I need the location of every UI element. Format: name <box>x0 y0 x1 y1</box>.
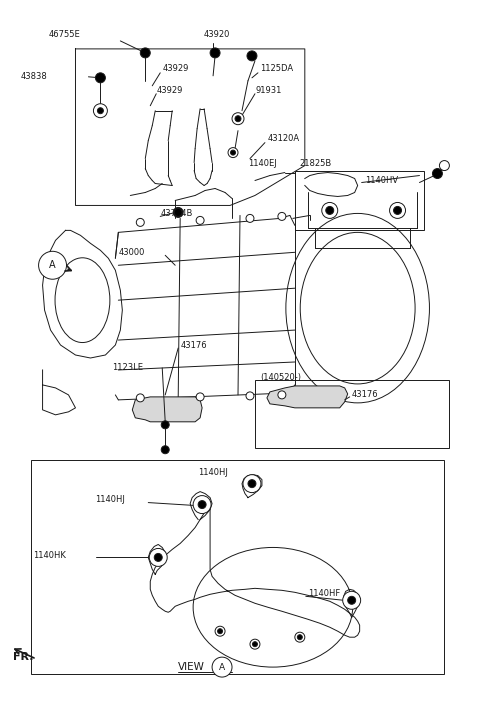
Text: VIEW: VIEW <box>178 662 205 672</box>
Text: (140520-): (140520-) <box>260 373 301 383</box>
Text: 1140EJ: 1140EJ <box>248 159 277 168</box>
Circle shape <box>439 161 449 171</box>
Bar <box>295 171 424 230</box>
Text: 1123LE: 1123LE <box>112 363 144 373</box>
Circle shape <box>322 202 338 218</box>
Circle shape <box>96 73 106 83</box>
Circle shape <box>136 394 144 402</box>
Circle shape <box>297 635 302 640</box>
Text: 46755E: 46755E <box>48 31 80 39</box>
Text: 1140HV: 1140HV <box>365 176 398 185</box>
Circle shape <box>161 421 169 429</box>
Text: 43000: 43000 <box>119 248 145 257</box>
Text: FR.: FR. <box>12 652 33 662</box>
Circle shape <box>198 500 206 508</box>
Circle shape <box>343 591 360 609</box>
Circle shape <box>230 150 236 155</box>
Circle shape <box>210 48 220 58</box>
Text: 43920: 43920 <box>204 31 230 39</box>
Text: 43838: 43838 <box>21 72 48 82</box>
Circle shape <box>136 218 144 227</box>
Circle shape <box>173 207 183 217</box>
Polygon shape <box>132 397 202 422</box>
Circle shape <box>149 548 167 566</box>
Circle shape <box>432 169 443 179</box>
Circle shape <box>243 475 261 493</box>
Circle shape <box>246 214 254 222</box>
Text: 43714B: 43714B <box>160 209 192 218</box>
Circle shape <box>348 596 356 604</box>
Circle shape <box>215 626 225 636</box>
Text: 91931: 91931 <box>256 87 282 95</box>
Circle shape <box>212 657 232 677</box>
Circle shape <box>193 495 211 513</box>
Text: 1140HJ: 1140HJ <box>96 495 125 504</box>
Circle shape <box>295 632 305 642</box>
Circle shape <box>94 104 108 118</box>
Text: 43176: 43176 <box>352 390 378 400</box>
Text: 43929: 43929 <box>162 64 189 74</box>
Circle shape <box>228 147 238 157</box>
Circle shape <box>278 391 286 399</box>
Bar <box>255 380 449 448</box>
Circle shape <box>217 628 223 633</box>
Circle shape <box>390 202 406 218</box>
Circle shape <box>247 51 257 61</box>
Circle shape <box>196 217 204 225</box>
Circle shape <box>154 553 162 561</box>
Text: 1140HK: 1140HK <box>33 551 65 560</box>
Circle shape <box>140 48 150 58</box>
Circle shape <box>394 207 402 214</box>
Circle shape <box>326 207 334 214</box>
Circle shape <box>246 392 254 400</box>
Circle shape <box>97 108 103 114</box>
Circle shape <box>235 116 241 122</box>
Circle shape <box>196 393 204 401</box>
Circle shape <box>232 113 244 124</box>
Text: 1140HJ: 1140HJ <box>198 468 228 477</box>
Circle shape <box>174 209 182 217</box>
Text: 43176: 43176 <box>180 340 207 350</box>
Circle shape <box>250 639 260 649</box>
Circle shape <box>278 212 286 220</box>
Text: A: A <box>49 260 56 270</box>
Text: 43929: 43929 <box>156 87 182 95</box>
Circle shape <box>161 445 169 454</box>
Polygon shape <box>267 386 348 408</box>
Text: 1125DA: 1125DA <box>260 64 293 74</box>
Text: A: A <box>219 663 225 671</box>
Circle shape <box>252 641 257 646</box>
Text: 43120A: 43120A <box>268 134 300 143</box>
Text: 1140HF: 1140HF <box>308 589 340 598</box>
Circle shape <box>248 480 256 488</box>
Text: 21825B: 21825B <box>300 159 332 168</box>
Bar <box>31 460 444 674</box>
Circle shape <box>38 251 67 280</box>
